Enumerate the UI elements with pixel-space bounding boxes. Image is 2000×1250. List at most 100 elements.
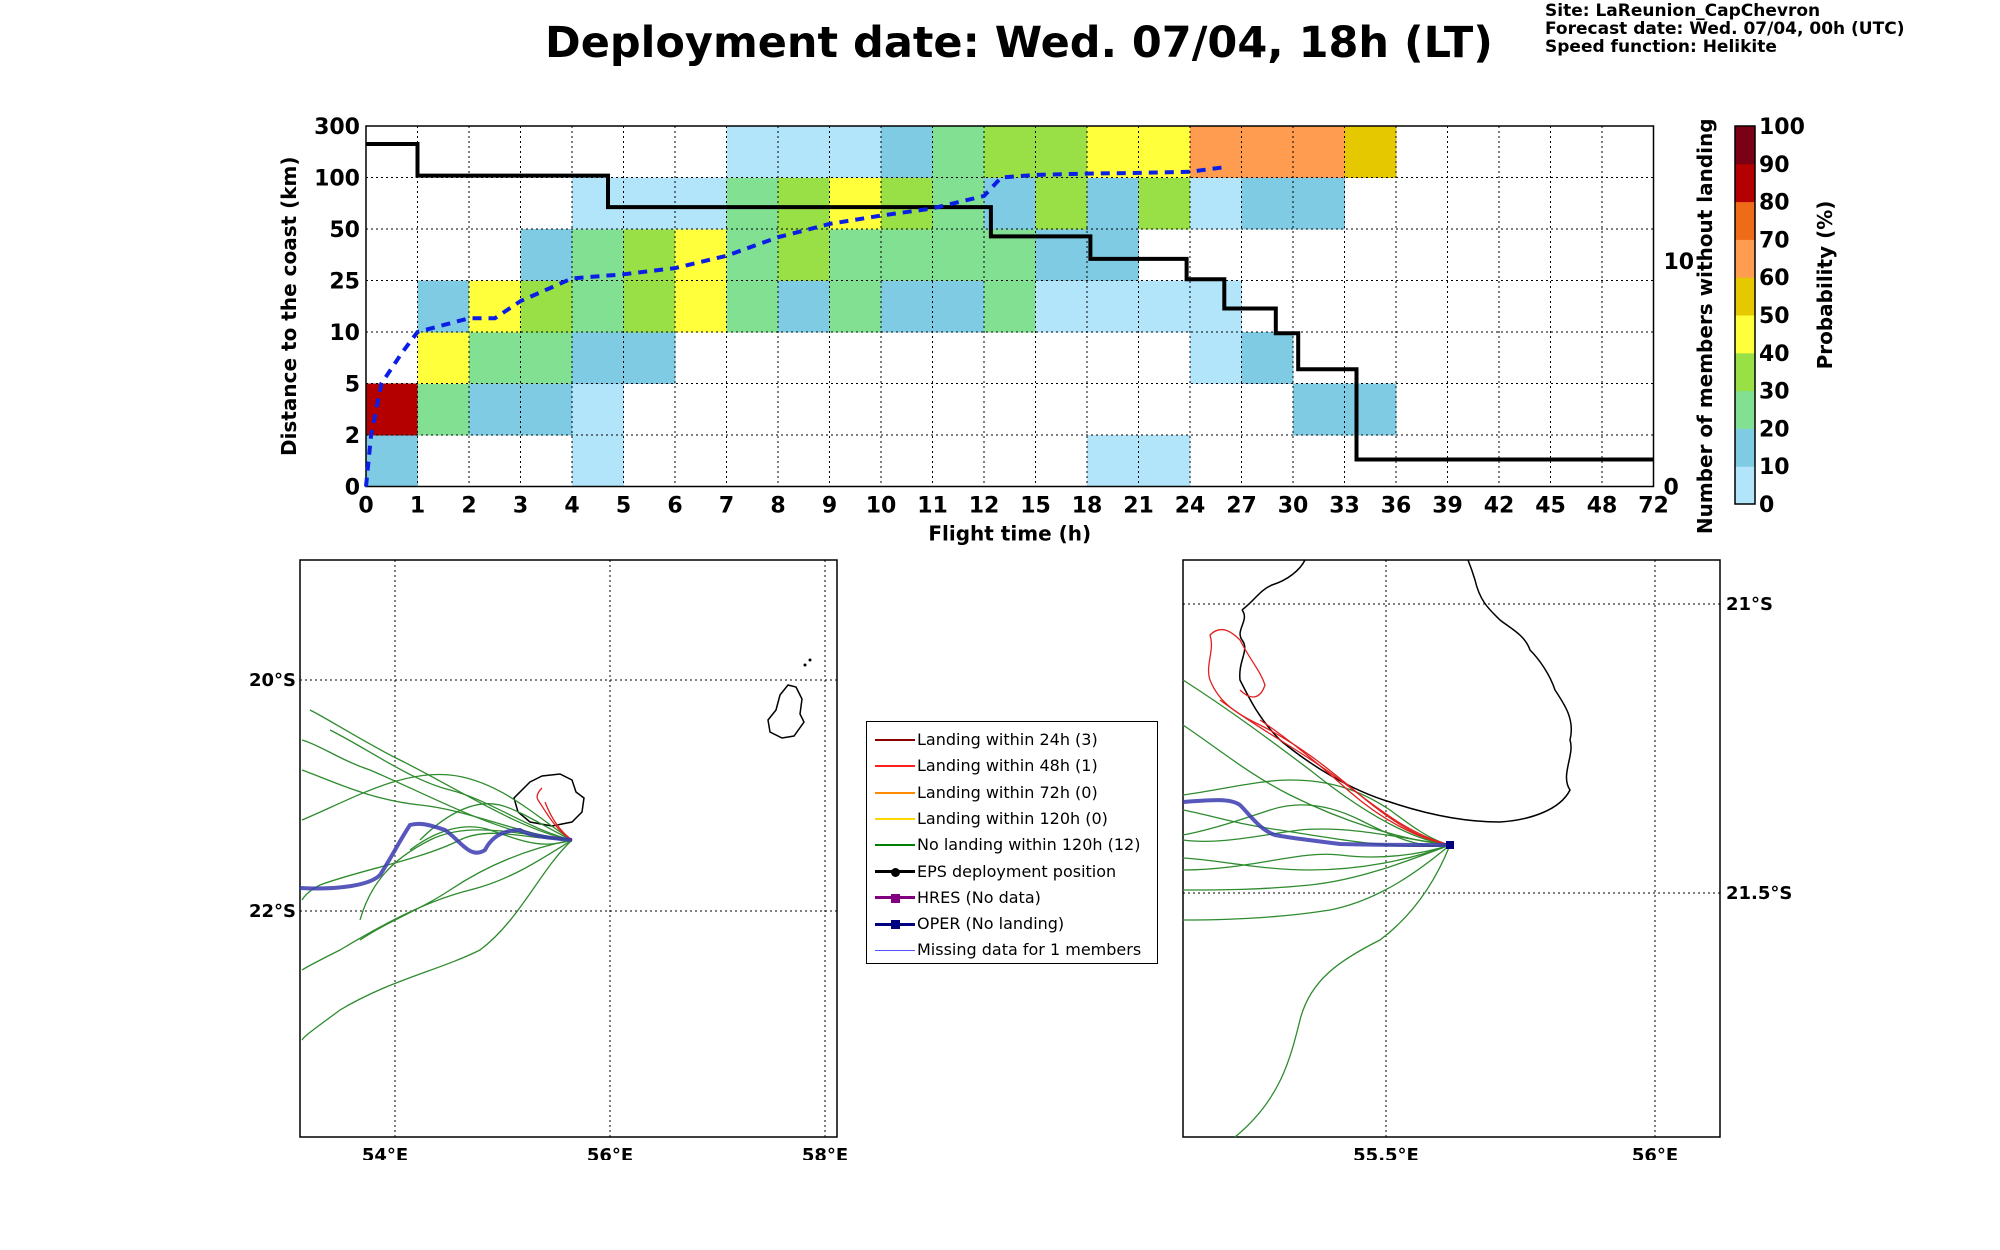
mean-distance-line — [364, 165, 1225, 487]
legend-item: EPS deployment position — [867, 860, 1157, 886]
x-tick-label: 21 — [1123, 494, 1154, 519]
x-tick-label: 7 — [719, 494, 734, 519]
legend-item: HRES (No data) — [867, 886, 1157, 912]
heatmap-cell — [932, 280, 985, 333]
x-axis-label: Flight time (h) — [928, 522, 1091, 546]
legend-item: Landing within 120h (0) — [867, 807, 1157, 833]
legend-swatch — [875, 739, 915, 741]
colorbar-tick-label: 70 — [1759, 228, 1790, 253]
heatmap-cell — [829, 177, 882, 230]
legend-swatch — [875, 844, 915, 847]
heatmap-cell — [881, 280, 933, 333]
y2-tick-label: 10 — [1664, 250, 1695, 275]
heatmap-cell — [829, 229, 882, 281]
heatmap-cell — [1087, 435, 1139, 487]
x-tick-label: 0 — [358, 494, 373, 519]
colorbar-tick-label: 60 — [1759, 266, 1790, 291]
legend-label: Landing within 48h (1) — [917, 756, 1098, 776]
forecast-date-label: Forecast date: Wed. 07/04, 00h (UTC) — [1545, 19, 1905, 39]
heatmap-cell — [1035, 280, 1088, 333]
colorbar-tick-label: 0 — [1759, 493, 1774, 518]
local-trajectory-map: 55.5°E 56°E 21°S 21.5°S — [1182, 559, 1792, 1160]
colorbar-tick-label: 80 — [1759, 191, 1790, 216]
heatmap-cell — [1241, 332, 1294, 384]
heatmap-cell — [1138, 177, 1191, 230]
map-right-xtick: 56°E — [1632, 1145, 1678, 1160]
x-tick-label: 3 — [513, 494, 528, 519]
heatmap-cell — [1293, 126, 1345, 178]
site-label: Site: LaReunion_CapChevron — [1545, 1, 1821, 21]
colorbar-segment — [1735, 277, 1755, 316]
legend-swatch — [875, 817, 915, 820]
legend-label: EPS deployment position — [917, 861, 1117, 881]
heatmap-cell — [520, 229, 573, 281]
heatmap-cell — [623, 332, 676, 384]
x-tick-label: 12 — [969, 494, 1000, 519]
x-tick-label: 33 — [1329, 494, 1360, 519]
heatmap-cell — [623, 229, 676, 281]
y-tick-label: 50 — [329, 218, 360, 243]
heatmap-cell — [1241, 177, 1294, 230]
heatmap-cell — [932, 126, 985, 178]
heatmap-cell — [778, 229, 830, 281]
y-tick-label: 2 — [345, 424, 360, 449]
map-right-ytick: 21°S — [1726, 594, 1773, 615]
heatmap-cell — [881, 177, 933, 230]
plot-frame — [365, 125, 1655, 488]
y-tick-label: 25 — [329, 270, 360, 295]
map-right-xtick: 55.5°E — [1353, 1145, 1419, 1160]
map-left-xtick: 54°E — [362, 1145, 408, 1160]
x-tick-label: 10 — [866, 494, 897, 519]
legend-item: OPER (No landing) — [867, 912, 1157, 938]
colorbar-segment — [1735, 163, 1755, 203]
members-step-line — [366, 142, 1654, 462]
y-tick-label: 0 — [345, 476, 360, 501]
x-tick-label: 18 — [1072, 494, 1103, 519]
speed-function-label: Speed function: Helikite — [1545, 37, 1777, 57]
legend-swatch — [875, 765, 915, 768]
legend-label: Landing within 120h (0) — [917, 808, 1108, 828]
heatmap-cell — [572, 229, 624, 281]
heatmap-cell — [778, 280, 830, 333]
colorbar-segment — [1735, 239, 1755, 278]
heatmap-cell — [366, 435, 418, 487]
heatmap-cell — [778, 177, 830, 230]
map-right-ytick: 21.5°S — [1726, 883, 1792, 904]
heatmap-cell — [675, 177, 727, 230]
heatmap-cell — [1087, 229, 1139, 281]
x-tick-label: 9 — [822, 494, 837, 519]
x-tick-label: 48 — [1587, 494, 1618, 519]
heatmap-cell — [984, 280, 1036, 333]
legend-label: No landing within 120h (12) — [917, 835, 1141, 855]
heatmap-cell — [623, 177, 676, 230]
legend-item: No landing within 120h (12) — [867, 833, 1157, 859]
heatmap-cell — [572, 177, 624, 230]
legend-item: Landing within 72h (0) — [867, 781, 1157, 807]
x-tick-label: 30 — [1278, 494, 1309, 519]
legend-item: Landing within 48h (1) — [867, 754, 1157, 780]
heatmap-cell — [1190, 332, 1242, 384]
legend-item: Missing data for 1 members — [867, 938, 1157, 964]
oper-trajectory — [299, 821, 573, 891]
colorbar-tick-label: 10 — [1759, 455, 1790, 480]
colorbar-segment — [1735, 466, 1755, 505]
x-tick-label: 6 — [667, 494, 682, 519]
legend-label: OPER (No landing) — [917, 914, 1065, 934]
x-tick-label: 72 — [1638, 494, 1669, 519]
heatmap-cell — [1344, 126, 1397, 178]
heatmap-cell — [1293, 383, 1345, 436]
y-tick-label: 10 — [329, 321, 360, 346]
colorbar-frame — [1734, 125, 1756, 505]
heatmap-cell — [469, 383, 521, 436]
x-tick-label: 42 — [1484, 494, 1515, 519]
colorbar-segment — [1735, 390, 1755, 429]
map-left-ytick: 20°S — [249, 670, 296, 691]
legend-marker — [891, 867, 900, 877]
heatmap-cell — [675, 280, 727, 333]
heatmap-cell — [469, 332, 521, 384]
colorbar-segment — [1735, 126, 1755, 165]
eps-trajectories — [301, 709, 573, 1041]
oper-deployment-marker — [1446, 841, 1454, 849]
heatmap-cell — [366, 383, 418, 436]
x-tick-label: 11 — [917, 494, 948, 519]
